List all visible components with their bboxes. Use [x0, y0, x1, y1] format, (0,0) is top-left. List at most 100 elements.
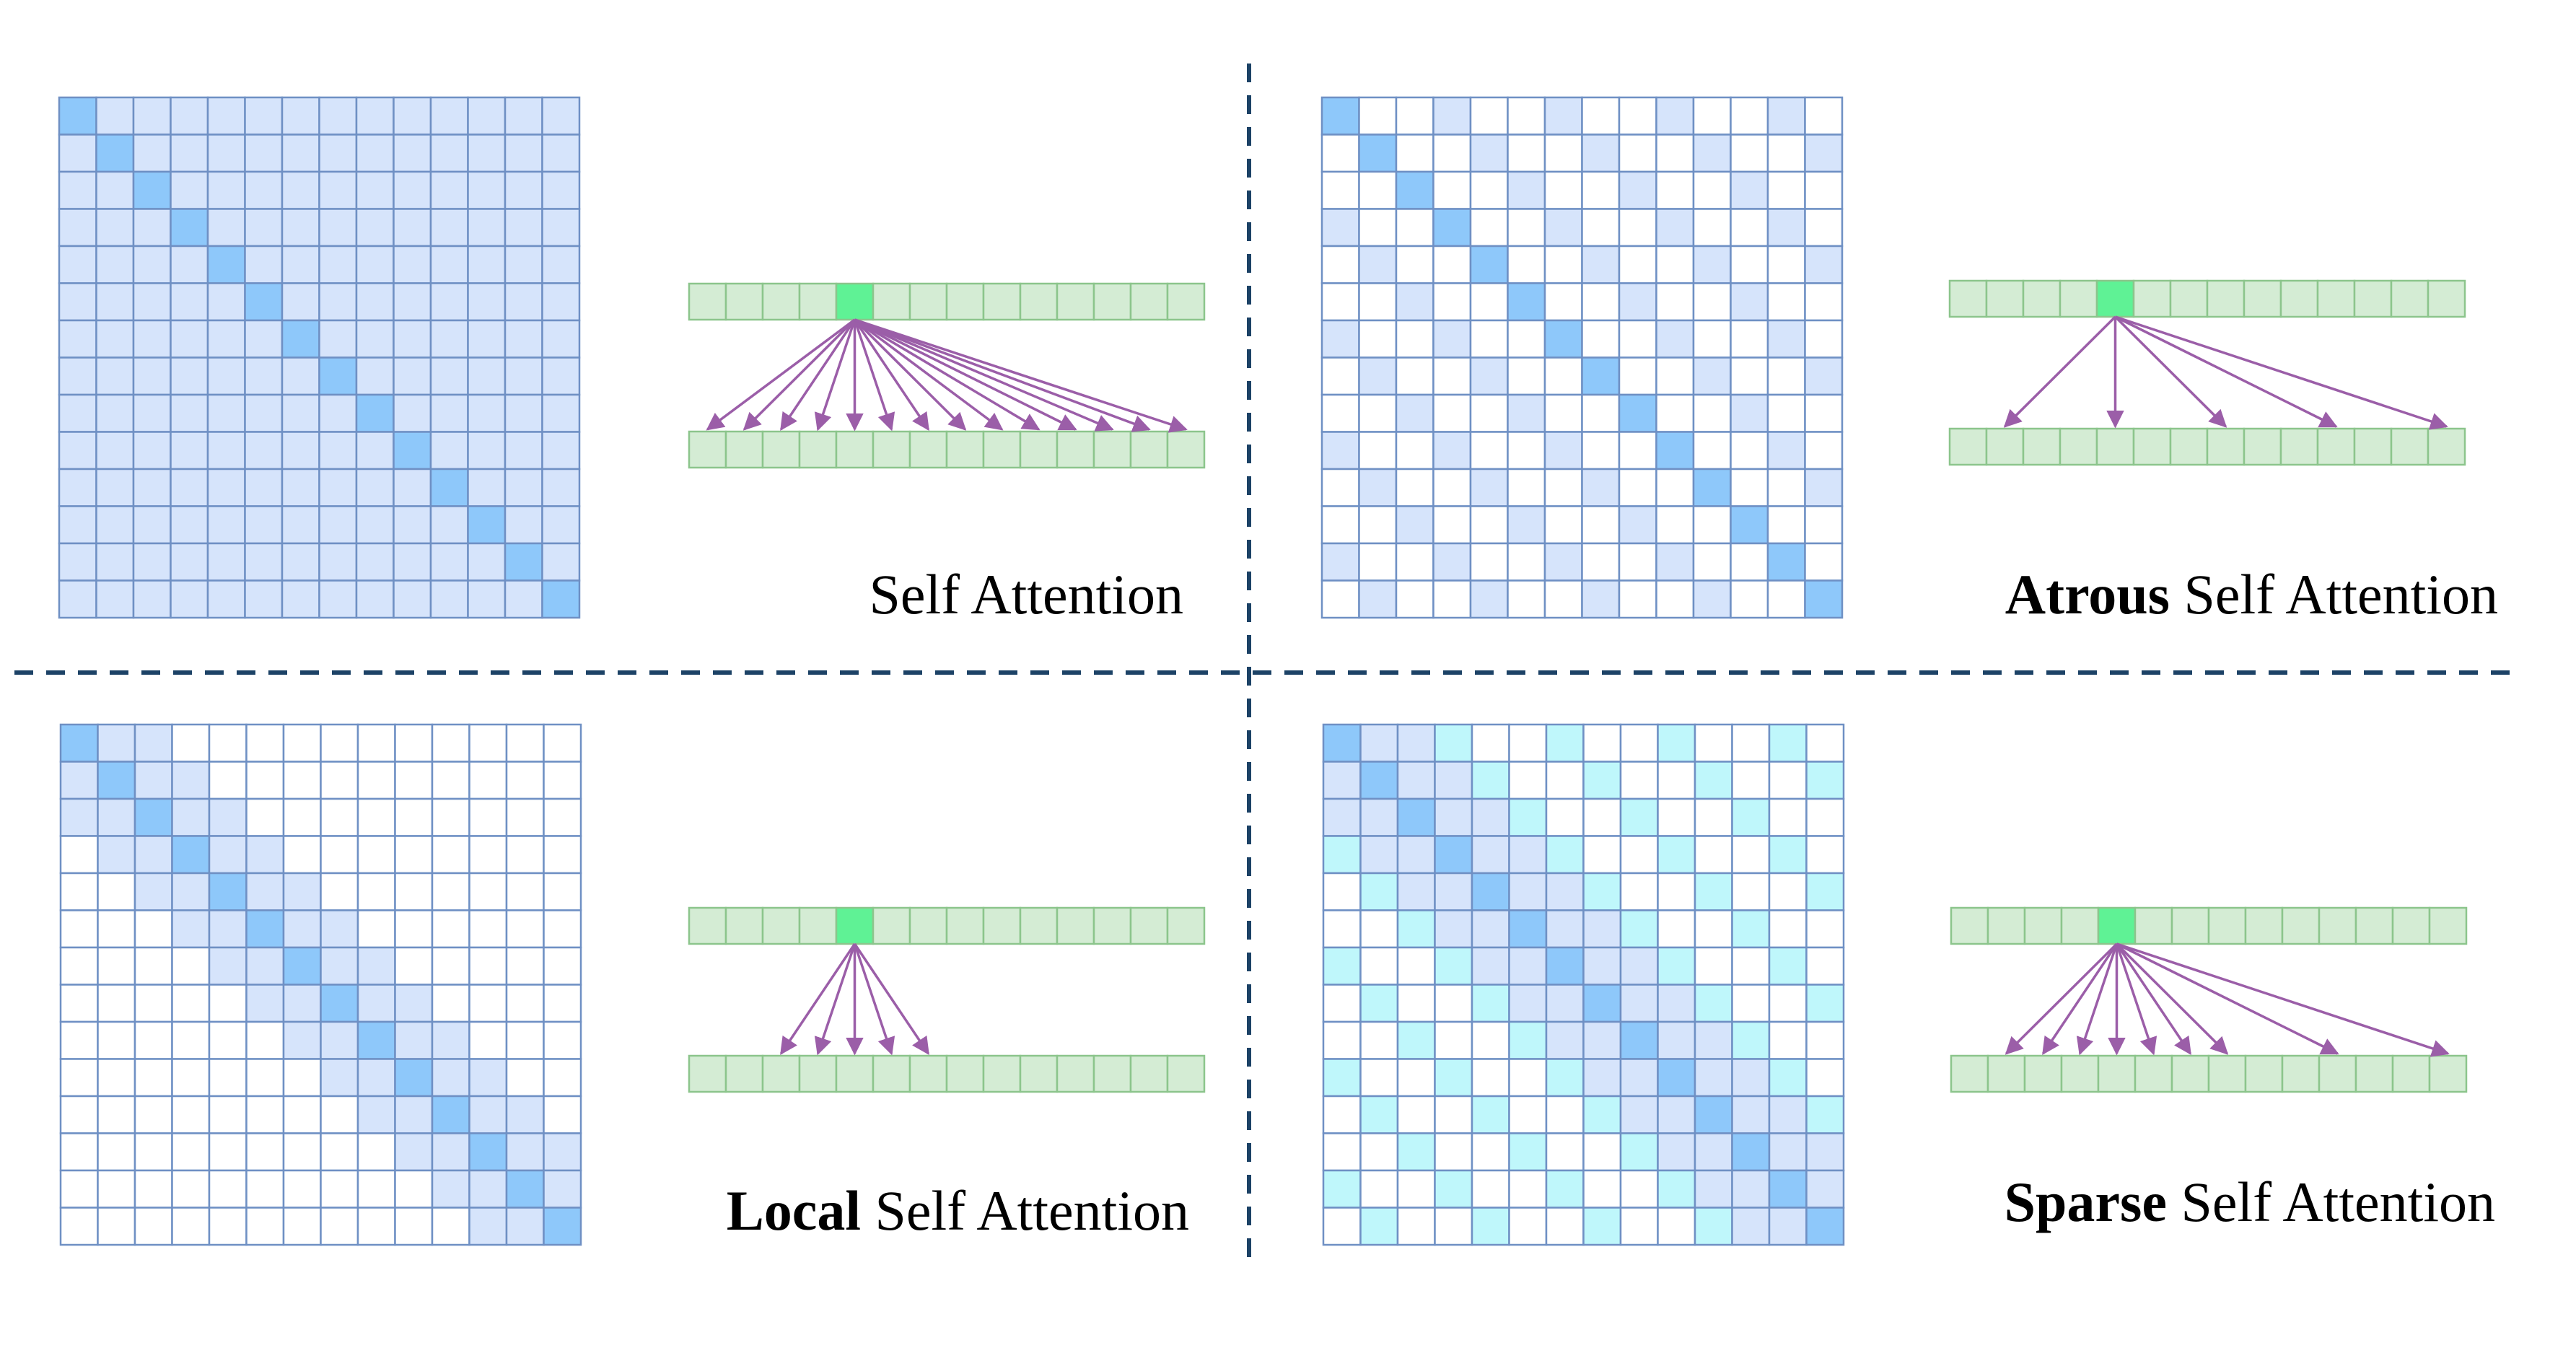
- matrix-cell: [1582, 1095, 1622, 1134]
- matrix-cell: [95, 579, 135, 619]
- token: [982, 430, 1022, 469]
- matrix-cell: [393, 245, 432, 284]
- token: [2281, 1054, 2321, 1093]
- matrix-cell: [1471, 761, 1510, 800]
- matrix-cell: [1619, 761, 1659, 800]
- matrix-cell: [431, 835, 470, 875]
- token: [2390, 279, 2430, 318]
- matrix-cell: [1432, 542, 1472, 582]
- matrix-cell: [1730, 282, 1769, 322]
- matrix-cell: [1395, 134, 1434, 173]
- matrix-cell: [543, 872, 582, 911]
- matrix-cell: [504, 208, 543, 248]
- matrix-cell: [1766, 542, 1806, 582]
- matrix-cell: [1804, 282, 1844, 322]
- matrix-cell: [320, 1058, 359, 1098]
- matrix-cell: [282, 761, 322, 800]
- matrix-cell: [1805, 1207, 1845, 1246]
- matrix-cell: [1507, 319, 1546, 359]
- matrix-cell: [543, 1169, 582, 1209]
- matrix-cell: [206, 393, 246, 433]
- matrix-cell: [133, 1207, 173, 1246]
- matrix-cell: [393, 356, 432, 396]
- matrix-cell: [1582, 1020, 1622, 1060]
- matrix-cell: [1543, 542, 1583, 582]
- matrix-cell: [1434, 723, 1473, 763]
- matrix-cell: [394, 761, 434, 800]
- matrix-cell: [59, 797, 99, 837]
- matrix-cell: [1320, 393, 1360, 433]
- matrix-cell: [467, 319, 507, 359]
- matrix-cell: [1655, 170, 1695, 210]
- matrix-cell: [1694, 984, 1733, 1023]
- matrix-cell: [1657, 797, 1696, 837]
- token: [945, 430, 985, 469]
- matrix-cell: [1581, 579, 1621, 619]
- matrix-cell: [1396, 1095, 1436, 1134]
- matrix-cell: [281, 96, 320, 136]
- matrix-cell: [1731, 1095, 1771, 1134]
- matrix-cell: [1692, 542, 1732, 582]
- matrix-cell: [431, 1095, 470, 1134]
- matrix-cell: [281, 208, 320, 248]
- matrix-cell: [1432, 505, 1472, 545]
- matrix-cell: [356, 1020, 396, 1060]
- matrix-cell: [59, 761, 99, 800]
- query-token: [835, 906, 875, 945]
- matrix-cell: [1396, 909, 1436, 949]
- matrix-cell: [133, 835, 173, 875]
- matrix-cell: [97, 1132, 136, 1172]
- matrix-cell: [355, 579, 395, 619]
- matrix-cell: [58, 542, 97, 582]
- attention-arrow: [2116, 942, 2229, 1055]
- matrix-cell: [356, 946, 396, 986]
- matrix-cell: [1432, 579, 1472, 619]
- matrix-cell: [318, 96, 358, 136]
- matrix-cell: [431, 1132, 470, 1172]
- matrix-cell: [467, 505, 507, 545]
- matrix-cell: [281, 282, 320, 322]
- matrix-cell: [1730, 393, 1769, 433]
- matrix-cell: [97, 761, 136, 800]
- matrix-cell: [1545, 1095, 1585, 1134]
- matrix-cell: [541, 542, 581, 582]
- matrix-cell: [543, 797, 582, 837]
- matrix-cell: [1805, 872, 1845, 911]
- matrix-cell: [1320, 319, 1360, 359]
- token: [945, 282, 985, 321]
- matrix-cell: [1730, 245, 1769, 284]
- matrix-cell: [281, 468, 320, 507]
- panel-local-self-attention: Local Self Attention: [59, 723, 1206, 1246]
- token: [2132, 279, 2172, 318]
- attention-arrow: [853, 943, 895, 1056]
- matrix-cell: [355, 542, 395, 582]
- token: [688, 282, 727, 321]
- matrix-cell: [1804, 208, 1844, 248]
- matrix-cell: [1766, 468, 1806, 507]
- matrix-cell: [1507, 356, 1546, 396]
- matrix-cell: [95, 431, 135, 471]
- panel-sparse-self-attention: Sparse Self Attention: [1322, 723, 2495, 1246]
- token: [2391, 906, 2431, 945]
- matrix-cell: [394, 835, 434, 875]
- matrix-cell: [244, 393, 284, 433]
- matrix-cell: [1730, 431, 1769, 471]
- matrix-cell: [429, 208, 469, 248]
- token: [1092, 282, 1132, 321]
- token-sequence-top-atrous: [1948, 279, 2466, 318]
- matrix-cell: [1804, 542, 1844, 582]
- matrix-cell: [429, 96, 469, 136]
- matrix-cell: [1434, 1095, 1473, 1134]
- matrix-cell: [59, 723, 99, 763]
- matrix-cell: [133, 984, 173, 1023]
- matrix-cell: [1395, 170, 1434, 210]
- matrix-cell: [1655, 96, 1695, 136]
- matrix-cell: [282, 909, 322, 949]
- matrix-cell: [1618, 208, 1657, 248]
- matrix-cell: [1582, 1169, 1622, 1209]
- token: [945, 1054, 985, 1093]
- matrix-cell: [171, 909, 211, 949]
- matrix-cell: [468, 761, 508, 800]
- matrix-cell: [318, 356, 358, 396]
- matrix-cell: [1543, 319, 1583, 359]
